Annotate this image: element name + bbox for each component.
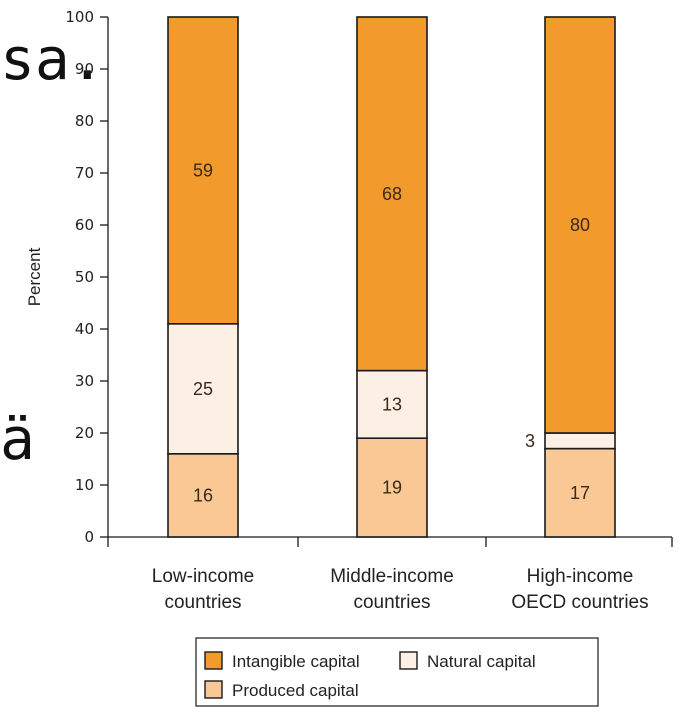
category-label: Middle-income [330, 566, 454, 587]
legend-swatch [204, 651, 223, 670]
bar-segment [544, 447, 616, 538]
axes: 0 10 20 30 40 50 60 70 80 90 100 Percent Low-income c… [25, 8, 673, 613]
data-label: 25 [193, 379, 213, 399]
data-labels: 16 25 59 19 13 68 17 3 80 [193, 160, 590, 505]
y-tick-label: 60 [75, 216, 94, 234]
bar-segment [356, 16, 428, 372]
y-tick-label: 0 [84, 528, 94, 546]
data-label: 16 [193, 485, 213, 505]
legend-box [195, 637, 599, 707]
data-label: 3 [525, 431, 535, 451]
category-label: OECD countries [511, 592, 648, 613]
legend-swatch [204, 680, 223, 699]
data-label: 13 [382, 394, 402, 414]
data-label: 80 [570, 215, 590, 235]
category-label: countries [353, 592, 430, 613]
legend: Intangible capital Natural capital Produce… [195, 637, 599, 707]
y-tick-label: 100 [65, 8, 94, 26]
legend-swatch [399, 651, 418, 670]
data-label: 19 [382, 478, 402, 498]
bar-segment [167, 452, 239, 538]
legend-label: Produced capital [232, 681, 359, 700]
bars [167, 16, 616, 538]
y-tick-label: 50 [75, 268, 94, 286]
data-label: 59 [193, 160, 213, 180]
category-label: Low-income [152, 566, 254, 587]
background-text-fragment: sa. [0, 25, 105, 93]
data-label: 68 [382, 184, 402, 204]
data-label: 17 [570, 483, 590, 503]
category-label: countries [164, 592, 241, 613]
bar-segment [356, 369, 428, 440]
y-tick-label: 90 [75, 60, 94, 78]
y-tick-label: 30 [75, 372, 94, 390]
bar-segment [544, 16, 616, 434]
category-label: High-income [527, 566, 634, 587]
y-axis-label: Percent [25, 247, 44, 306]
bar-segment [544, 432, 616, 450]
background-text-fragment: ä [0, 405, 35, 473]
bar-segment [356, 437, 428, 538]
y-tick-label: 40 [75, 320, 94, 338]
legend-label: Intangible capital [232, 652, 360, 671]
y-tick-label: 10 [75, 476, 94, 494]
y-tick-label: 70 [75, 164, 94, 182]
y-tick-label: 20 [75, 424, 94, 442]
y-tick-label: 80 [75, 112, 94, 130]
bar-segment [167, 322, 239, 455]
bar-segment [167, 16, 239, 325]
legend-label: Natural capital [427, 652, 536, 671]
